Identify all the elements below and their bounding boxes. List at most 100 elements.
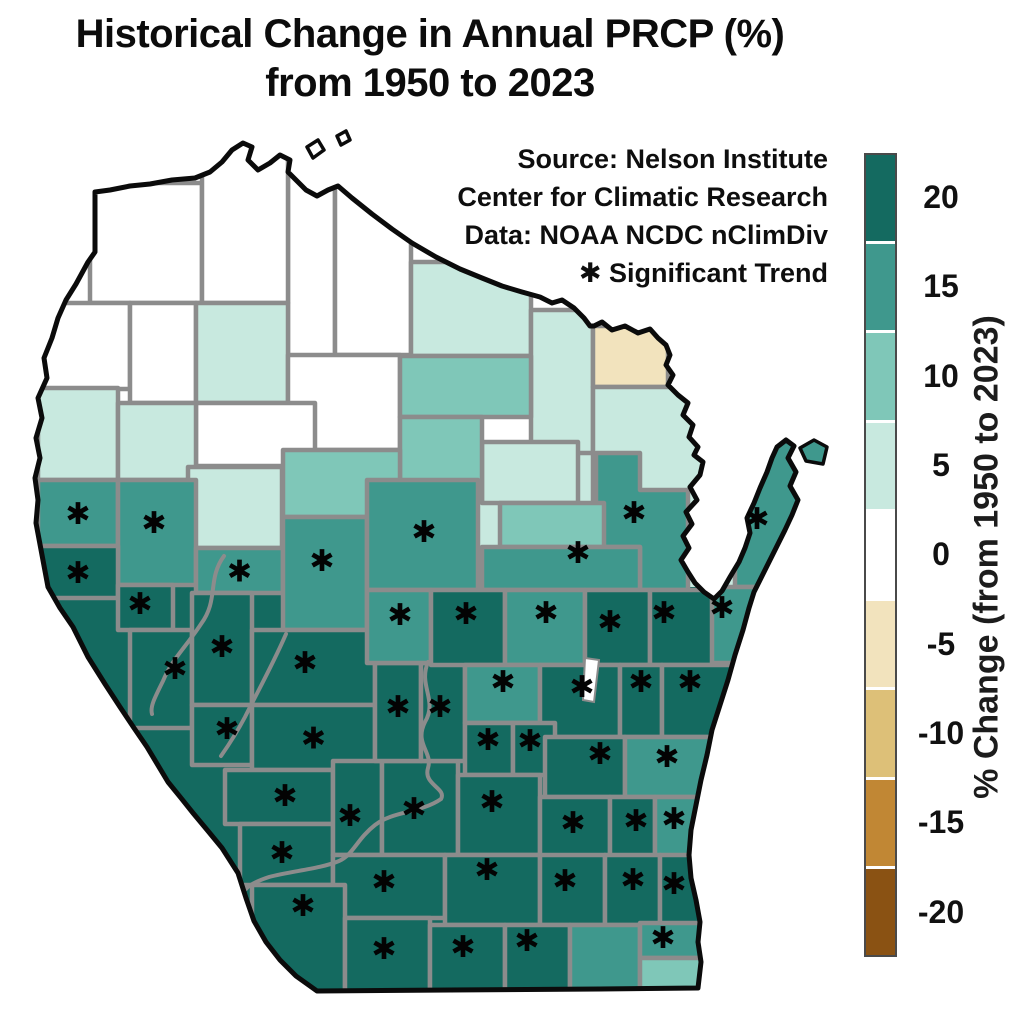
significant-trend-marker: ✱ (214, 712, 239, 747)
colorbar-tick-labels: 20 15 10 5 0 -5 -10 -15 -20 (899, 153, 983, 957)
colorbar-tick: 5 (932, 447, 950, 484)
significant-trend-marker: ✱ (621, 496, 646, 531)
significant-trend-marker: ✱ (533, 596, 558, 631)
county-green (427, 922, 508, 991)
significant-trend-marker: ✱ (552, 864, 577, 899)
county-richland (330, 758, 385, 858)
significant-trend-marker: ✱ (371, 865, 396, 900)
significant-trend-marker: ✱ (65, 497, 90, 532)
colorbar-tick: -5 (926, 625, 956, 662)
colorbar-axis-label: % Change (from 1950 to 2023) (967, 315, 1006, 799)
significant-trend-marker: ✱ (292, 646, 317, 681)
river-line (244, 660, 444, 891)
significant-trend-marker: ✱ (661, 802, 686, 837)
significant-trend-marker: ✱ (290, 889, 315, 924)
county-polk (35, 385, 121, 483)
significant-trend-marker: ✱ (475, 723, 500, 758)
county-dunn (115, 477, 199, 588)
county-dodge (537, 794, 613, 860)
colorbar-segment (866, 241, 895, 331)
significant-trend-marker: ✱ (597, 605, 622, 640)
colorbar-segment (866, 598, 895, 688)
significant-trend-marker: ✱ (474, 853, 499, 888)
significant-trend-marker: ✱ (269, 836, 294, 871)
colorbar-tick: -20 (917, 893, 965, 930)
colorbar-tick: -15 (917, 804, 965, 841)
significant-trend-marker: ✱ (650, 921, 675, 956)
county-portage (428, 587, 508, 668)
county-calumet (617, 662, 665, 740)
significance-label: Significant Trend (601, 258, 828, 288)
state-outline (32, 140, 801, 994)
significant-trend-marker: ✱ (490, 665, 515, 700)
significant-trend-marker: ✱ (651, 596, 676, 631)
significant-trend-marker: ✱ (385, 690, 410, 725)
source-line2: Center for Climatic Research (457, 182, 828, 212)
colorbar-segment (866, 508, 895, 599)
county-forest (528, 307, 596, 456)
county-outagamie (582, 587, 653, 668)
county-chippewa (185, 464, 285, 551)
county-fond-du-lac (542, 734, 628, 800)
washington-island (798, 438, 829, 466)
chart-title-line1: Historical Change in Annual PRCP (%) (75, 12, 785, 56)
county-sawyer (193, 300, 291, 406)
significant-trend-marker: ✱ (569, 670, 594, 705)
colorbar-segment (866, 687, 895, 777)
significant-trend-marker: ✱ (371, 932, 396, 967)
county-walworth (567, 922, 643, 991)
source-line3: Data: NOAA NCDC nClimDiv (464, 220, 828, 250)
chart-title: Historical Change in Annual PRCP (%) fro… (0, 10, 860, 108)
colorbar-tick: 0 (932, 536, 950, 573)
significant-trend-marker: ✱ (623, 804, 648, 839)
county-sauk (379, 758, 461, 858)
county-burnett (35, 300, 133, 392)
significant-trend-marker: ✱ (587, 737, 612, 772)
chart-title-line2: from 1950 to 2023 (265, 61, 595, 105)
significant-trend-marker: ✱ (560, 806, 585, 841)
river-line (219, 632, 288, 758)
significant-trend-marker: ✱ (162, 652, 187, 687)
colorbar-tick: -10 (917, 715, 965, 752)
significant-trend-marker: ✱ (453, 597, 478, 632)
colorbar (864, 153, 897, 957)
significant-trend-marker: ✱ (227, 555, 252, 590)
significant-trend-marker: ✱ (127, 587, 152, 622)
significance-legend: ✱ Significant Trend (457, 254, 828, 292)
significant-trend-marker: ✱ (709, 591, 734, 626)
significant-trend-marker: ✱ (517, 724, 542, 759)
significant-trend-marker: ✱ (411, 515, 436, 550)
county-barron (115, 400, 199, 483)
significant-trend-marker: ✱ (744, 502, 769, 537)
colorbar-tick: 20 (923, 179, 959, 216)
apostle-island (335, 129, 352, 147)
significant-trend-marker: ✱ (65, 556, 90, 591)
county-brown (647, 587, 718, 668)
significant-trend-marker: ✱ (272, 779, 297, 814)
colorbar-segment (866, 330, 895, 420)
source-line1: Source: Nelson Institute (517, 144, 828, 174)
significant-trend-marker: ✱ (427, 690, 452, 725)
significant-trend-marker: ✱ (677, 665, 702, 700)
county-juneau (372, 660, 424, 764)
county-shawano (479, 544, 643, 593)
county-wood (364, 587, 434, 666)
colorbar-segment (866, 419, 895, 509)
county-washburn (127, 300, 199, 406)
significant-trend-marker: ✱ (654, 740, 679, 775)
significant-trend-marker: ✱ (514, 924, 539, 959)
county-la-crosse (189, 702, 255, 768)
county-bayfield (199, 143, 291, 306)
county-langlade (479, 439, 581, 506)
significant-trend-marker: ✱ (479, 785, 504, 820)
significant-trend-marker: ✱ (620, 863, 645, 898)
county-trempealeau (189, 590, 255, 708)
asterisk-icon: ✱ (578, 258, 602, 288)
significant-trend-marker: ✱ (387, 598, 412, 633)
significant-trend-marker: ✱ (337, 799, 362, 834)
lake-winnebago (581, 656, 601, 704)
county-marathon (364, 477, 481, 593)
colorbar-segment (866, 155, 895, 242)
